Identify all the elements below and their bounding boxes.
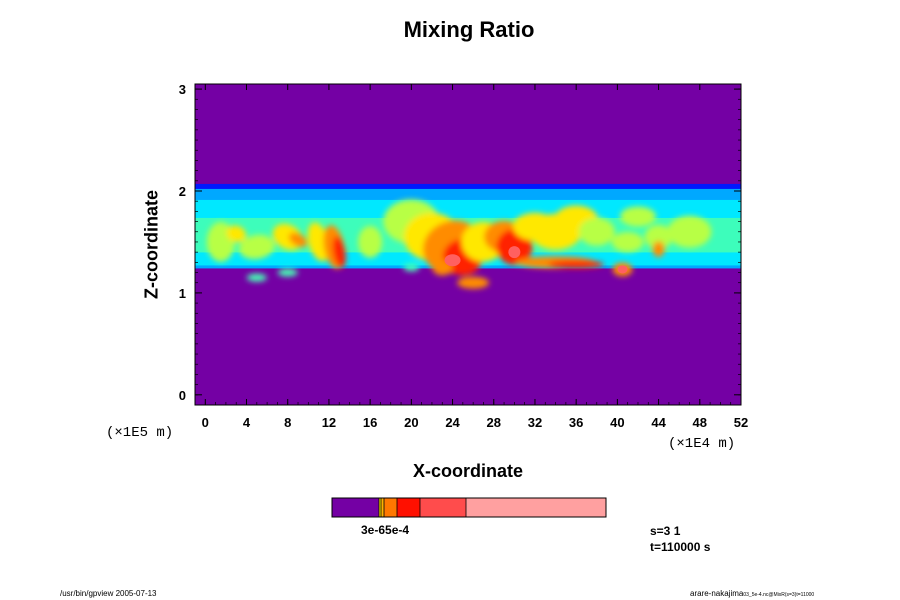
x-tick-label: 32 [528, 415, 542, 430]
x-tick-label: 0 [202, 415, 209, 430]
contour-blob [238, 234, 275, 260]
x-tick-label: 16 [363, 415, 377, 430]
contour-blob [403, 263, 420, 272]
contour-blob [332, 236, 346, 268]
x-tick-label: 8 [284, 415, 291, 430]
colorbar-segment [332, 498, 379, 517]
x-tick-label: 12 [322, 415, 336, 430]
y-tick-label: 3 [179, 82, 186, 97]
y-tick-label: 1 [179, 286, 186, 301]
contour-blob [358, 225, 383, 258]
contour-blobs [206, 199, 712, 289]
mixing-ratio-field [195, 183, 741, 289]
contour-blob [611, 231, 644, 252]
colorbar-segment [397, 498, 420, 517]
x-tick-label: 4 [243, 415, 251, 430]
footer-source: arare-nakajima03_5e-4.nc@MixR(s=3)t=1100… [690, 589, 814, 598]
colorbar-segment [379, 498, 381, 517]
colorbar-segment [381, 498, 384, 517]
x-tick-label: 48 [693, 415, 707, 430]
y-axis: 0 1 2 3 [179, 82, 741, 406]
x-tick-label: 44 [651, 415, 666, 430]
info-s: s=3 1 [650, 524, 681, 538]
x-axis-title: X-coordinate [412, 461, 523, 481]
x-tick-label: 24 [445, 415, 460, 430]
footer-source-name: arare-nakajima [690, 589, 744, 598]
footer-source-file: 03_5e-4.nc@MixR(s=3)t=11000 [743, 592, 815, 598]
contour-blob [578, 217, 615, 246]
contour-blob [288, 232, 308, 248]
contour-peak [508, 246, 521, 259]
colorbar-segment [420, 498, 466, 517]
contour-blob [619, 206, 656, 227]
colorbar-frame [331, 497, 607, 518]
x-tick-label: 20 [404, 415, 418, 430]
contour-blob [548, 260, 605, 269]
info-t: t=110000 s [650, 540, 711, 554]
colorbar-label: 3e-65e-4 [361, 523, 410, 537]
y-axis-title: Z-coordinate [141, 190, 162, 300]
colorbar-segment [466, 498, 606, 517]
contour-blob [307, 222, 330, 262]
x-tick-label: 36 [569, 415, 583, 430]
layer-top-edge [195, 183, 741, 190]
contour-blob [277, 268, 298, 277]
footer-command: /usr/bin/gpview 2005-07-13 [60, 589, 157, 598]
x-axis-unit: (×1E4 m) [668, 436, 736, 452]
contour-blob [457, 276, 490, 289]
contour-blob [226, 225, 246, 243]
plot-frame [194, 83, 742, 406]
y-axis-unit: (×1E5 m) [106, 425, 174, 441]
contour-peak [444, 254, 461, 267]
contour-blob [652, 241, 665, 258]
chart-title: Mixing Ratio [403, 17, 535, 42]
colorbar-segment [384, 498, 397, 517]
x-tick-label: 52 [734, 415, 748, 430]
contour-blob [644, 224, 673, 249]
contour-blob [246, 273, 267, 282]
contour-blob [667, 215, 712, 248]
contour-peak [617, 265, 628, 274]
x-tick-label: 28 [487, 415, 501, 430]
x-tick-label: 40 [610, 415, 624, 430]
y-tick-label: 0 [179, 388, 186, 403]
colorbar [331, 497, 607, 518]
y-tick-label: 2 [179, 184, 186, 199]
